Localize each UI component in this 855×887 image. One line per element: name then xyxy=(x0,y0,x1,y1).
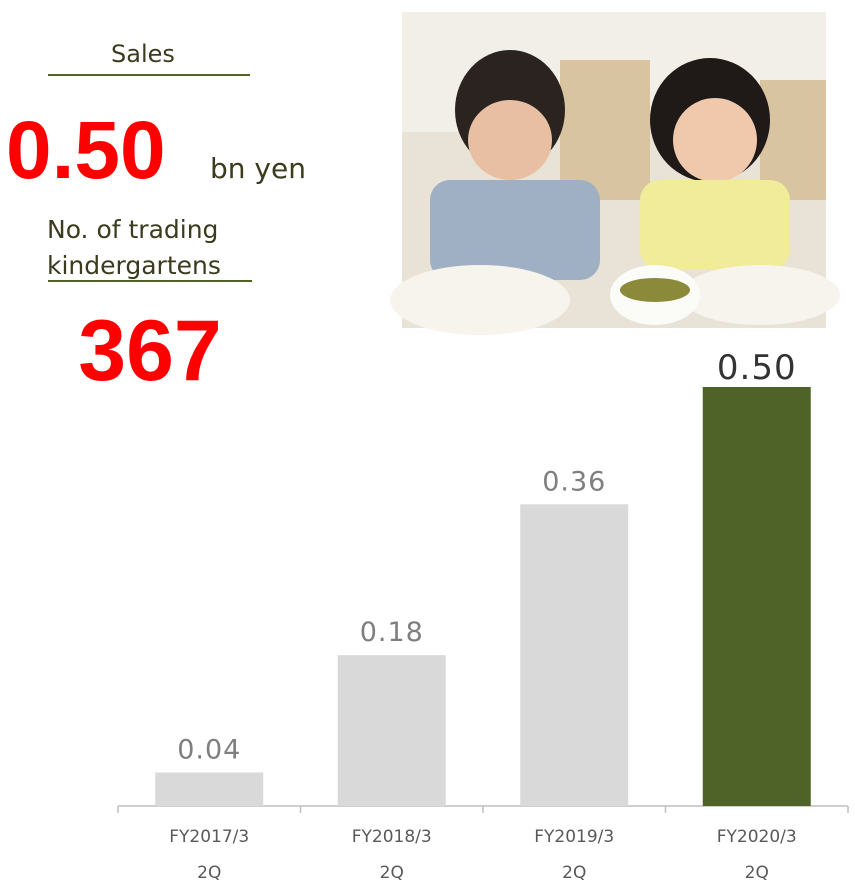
x-tick-label: FY2019/3 xyxy=(534,827,614,847)
sales-unit: bn yen xyxy=(210,152,306,185)
value-label: 0.04 xyxy=(177,734,241,765)
photo xyxy=(390,12,840,335)
count-value: 367 xyxy=(78,303,222,399)
bar xyxy=(702,387,811,806)
bar xyxy=(520,504,629,806)
x-tick-label: FY2020/3 xyxy=(717,827,797,847)
x-tick-label: 2Q xyxy=(562,863,586,883)
x-tick-label: 2Q xyxy=(745,863,769,883)
x-tick-label: FY2017/3 xyxy=(169,827,249,847)
bar xyxy=(155,772,264,806)
bar xyxy=(337,655,446,806)
x-tick-label: 2Q xyxy=(197,863,221,883)
sales-value: 0.50 xyxy=(6,105,166,196)
x-tick-label: FY2018/3 xyxy=(352,827,432,847)
count-label: kindergartens xyxy=(47,251,221,280)
count-label: No. of trading xyxy=(47,215,218,244)
x-tick-label: 2Q xyxy=(380,863,404,883)
sales-label: Sales xyxy=(111,40,175,68)
value-label: 0.50 xyxy=(717,348,797,388)
value-label: 0.36 xyxy=(542,466,606,497)
value-label: 0.18 xyxy=(360,617,424,648)
